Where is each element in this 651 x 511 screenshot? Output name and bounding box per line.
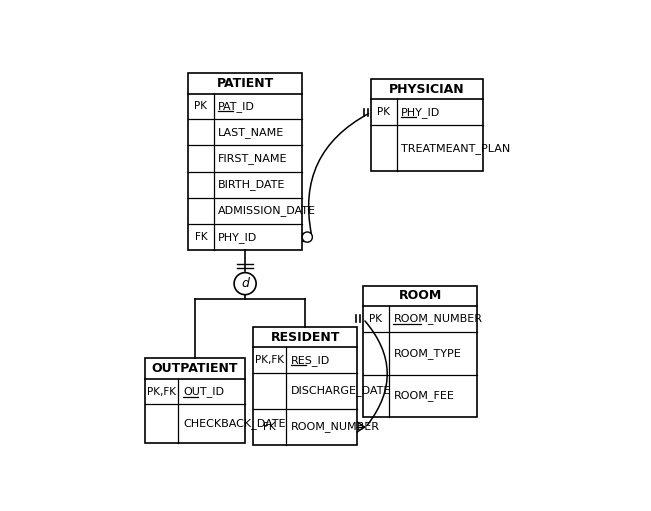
Text: ROOM_NUMBER: ROOM_NUMBER (291, 422, 380, 432)
Text: PK: PK (378, 107, 391, 117)
Bar (371, 79, 483, 172)
Text: PHY_ID: PHY_ID (218, 231, 258, 243)
Text: d: d (241, 277, 249, 290)
Text: CHECKBACK_DATE: CHECKBACK_DATE (183, 418, 285, 429)
Text: ROOM_FEE: ROOM_FEE (393, 390, 454, 402)
Text: PK: PK (195, 101, 207, 111)
Text: LAST_NAME: LAST_NAME (218, 127, 284, 138)
Text: RESIDENT: RESIDENT (270, 331, 340, 343)
Text: BIRTH_DATE: BIRTH_DATE (218, 179, 286, 190)
Text: ROOM_TYPE: ROOM_TYPE (393, 347, 461, 359)
Text: ROOM: ROOM (398, 289, 442, 303)
Text: ADMISSION_DATE: ADMISSION_DATE (218, 205, 316, 216)
Text: DISCHARGE_DATE: DISCHARGE_DATE (291, 385, 391, 397)
Text: OUTPATIENT: OUTPATIENT (152, 362, 238, 375)
Text: RES_ID: RES_ID (291, 355, 331, 365)
Text: PK,FK: PK,FK (255, 355, 284, 365)
Text: TREATMEANT_PLAN: TREATMEANT_PLAN (401, 143, 510, 154)
Text: FK: FK (195, 232, 207, 242)
Bar (188, 73, 302, 250)
Text: FIRST_NAME: FIRST_NAME (218, 153, 288, 164)
Circle shape (302, 232, 312, 242)
Text: PHY_ID: PHY_ID (401, 107, 441, 118)
Text: PK,FK: PK,FK (147, 387, 176, 397)
Text: FK: FK (264, 422, 276, 432)
Text: PAT_ID: PAT_ID (218, 101, 255, 112)
Text: PATIENT: PATIENT (217, 77, 273, 90)
Text: OUT_ID: OUT_ID (183, 386, 224, 397)
Circle shape (234, 272, 256, 295)
Text: ROOM_NUMBER: ROOM_NUMBER (393, 313, 482, 324)
Bar (253, 327, 357, 445)
Text: PK: PK (369, 314, 382, 324)
Bar (145, 358, 245, 443)
Bar (363, 286, 477, 417)
Text: PHYSICIAN: PHYSICIAN (389, 83, 465, 96)
